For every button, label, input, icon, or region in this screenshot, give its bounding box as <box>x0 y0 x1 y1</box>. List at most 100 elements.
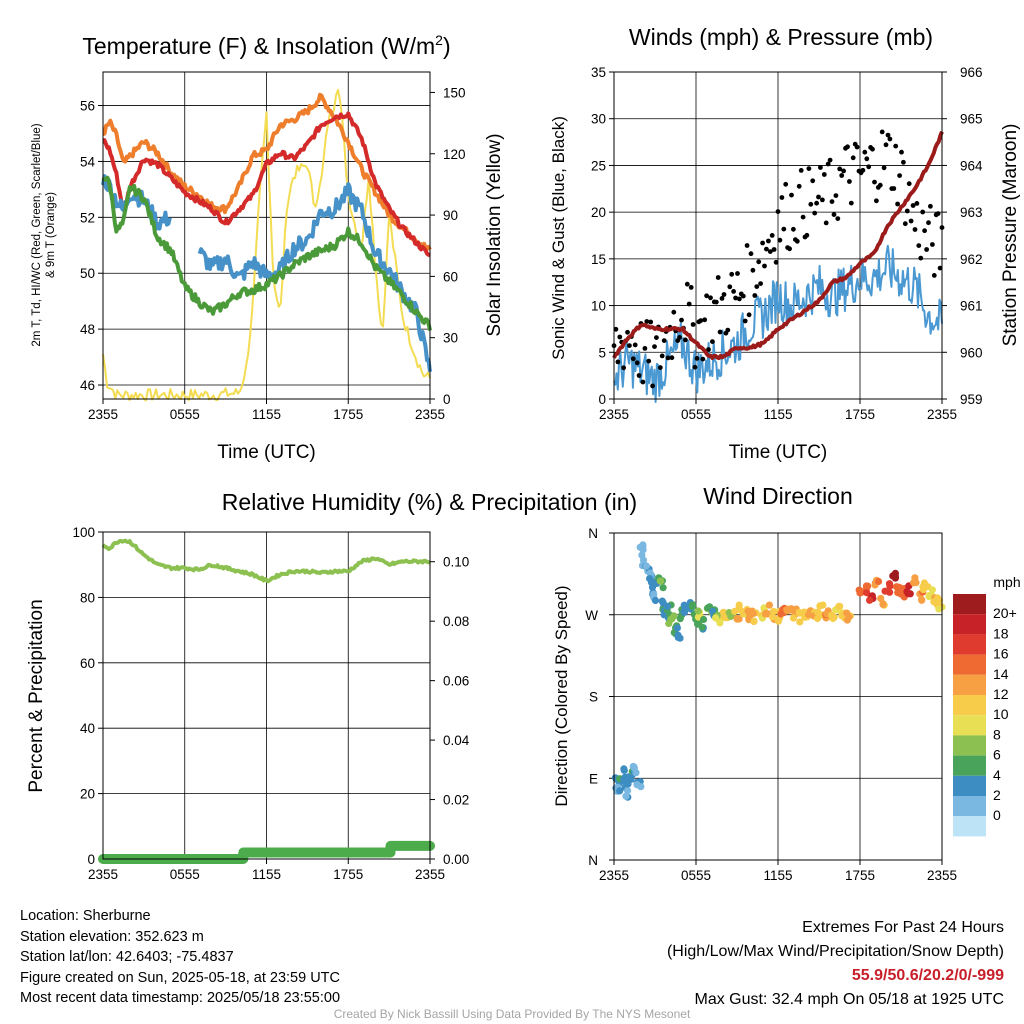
direction-point <box>639 556 648 564</box>
x-axis-label: Time (UTC) <box>217 442 316 463</box>
gust-point <box>715 275 721 280</box>
y-tick-label: 40 <box>80 721 95 736</box>
station-location: Location: Sherburne <box>20 908 151 924</box>
gust-point <box>918 255 924 261</box>
gust-point <box>706 347 711 352</box>
chart-title: Temperature (F) & Insolation (W/m2) <box>82 32 450 59</box>
gust-point <box>661 338 667 343</box>
y2-tick-label: 960 <box>960 345 983 360</box>
extremes-title: Extremes For Past 24 Hours <box>802 919 1004 936</box>
direction-point <box>935 596 944 605</box>
y2-tick-label: 90 <box>443 208 458 223</box>
x-tick-label: 2355 <box>599 407 629 422</box>
legend-swatch <box>953 654 986 675</box>
gust-point <box>627 343 632 348</box>
y2-tick-label: 0.06 <box>443 674 469 689</box>
gust-point <box>827 157 833 163</box>
direction-point <box>911 574 919 582</box>
gust-point <box>636 373 642 378</box>
y-tick-label: 48 <box>80 322 95 337</box>
gust-point <box>646 358 652 364</box>
series-wind-line <box>613 244 943 403</box>
y2-tick-label: 0.04 <box>443 733 470 748</box>
y-tick-label: 52 <box>80 210 95 225</box>
y-tick-label: 54 <box>80 154 96 169</box>
gust-point <box>814 200 819 206</box>
gust-point <box>835 216 841 222</box>
gust-point <box>710 339 715 344</box>
y-tick-label: N <box>588 853 598 868</box>
gust-point <box>798 168 804 173</box>
gust-point <box>920 209 926 215</box>
direction-point <box>674 631 682 639</box>
direction-point <box>866 596 874 604</box>
direction-point <box>761 610 770 618</box>
gust-point <box>910 203 916 208</box>
y2-tick-label: 966 <box>960 65 983 80</box>
gust-point <box>881 165 887 171</box>
gust-point <box>823 220 829 226</box>
gust-point <box>904 208 910 214</box>
gust-point <box>924 247 929 252</box>
gust-point <box>930 242 935 247</box>
legend-label: 12 <box>993 686 1009 702</box>
y2-tick-label: 965 <box>960 112 983 127</box>
direction-point <box>774 617 783 625</box>
direction-point <box>622 792 630 800</box>
gust-point <box>762 263 767 269</box>
direction-point <box>620 766 628 775</box>
series-temp-line <box>102 111 431 258</box>
gust-point <box>804 232 810 238</box>
gust-point <box>748 251 754 257</box>
x-tick-label: 1755 <box>845 868 875 883</box>
gust-point <box>642 346 648 351</box>
gust-point <box>935 211 941 217</box>
gust-point <box>887 136 893 142</box>
direction-point <box>744 607 752 615</box>
legend-label: 16 <box>993 646 1009 662</box>
gust-point <box>758 281 763 286</box>
gust-point <box>640 379 646 385</box>
series-pressure-line <box>612 130 944 361</box>
legend-unit: mph <box>993 574 1020 590</box>
gust-point <box>845 144 850 150</box>
direction-point <box>680 608 689 617</box>
y-axis-label: Direction (Colored By Speed) <box>552 585 571 806</box>
station-elevation: Station elevation: 352.623 m <box>20 928 204 945</box>
x-tick-label: 2355 <box>88 867 118 882</box>
panel-rh: 0 20 40 60 80 100 0.00 0.02 0.04 0.06 0.08 0.10 2355… <box>26 489 637 882</box>
legend-swatch <box>953 816 986 837</box>
y-tick-label: W <box>585 608 598 623</box>
gust-point <box>630 356 636 362</box>
gust-point <box>825 161 831 167</box>
gust-point <box>831 212 837 218</box>
legend-label: 10 <box>993 706 1009 722</box>
x-tick-label: 0555 <box>681 868 711 883</box>
y-tick-label: S <box>589 690 598 705</box>
gust-point <box>727 284 733 290</box>
gust-point <box>906 181 912 187</box>
gust-point <box>833 193 839 199</box>
y2-tick-label: 0.10 <box>443 555 469 570</box>
gust-point <box>908 218 914 224</box>
gust-point <box>870 146 875 152</box>
y-tick-label: 30 <box>591 112 606 127</box>
gust-point <box>808 201 814 207</box>
direction-point <box>637 783 645 791</box>
speed-legend: mph 20+ 18 16 14 12 10 8 6 4 2 0 <box>953 574 1021 837</box>
x-tick-label: 2355 <box>88 407 118 422</box>
gust-point <box>634 360 640 366</box>
y-axis-label: Percent & Precipitation <box>26 599 47 792</box>
gust-point <box>719 296 725 301</box>
direction-point <box>749 609 758 618</box>
gust-point <box>775 209 781 215</box>
gust-point <box>914 201 920 206</box>
legend-label: 0 <box>993 807 1001 823</box>
y2-tick-label: 0.00 <box>443 852 469 867</box>
gust-point <box>683 337 688 343</box>
direction-point <box>642 562 651 570</box>
gust-point <box>839 173 845 178</box>
gust-point <box>883 142 889 148</box>
